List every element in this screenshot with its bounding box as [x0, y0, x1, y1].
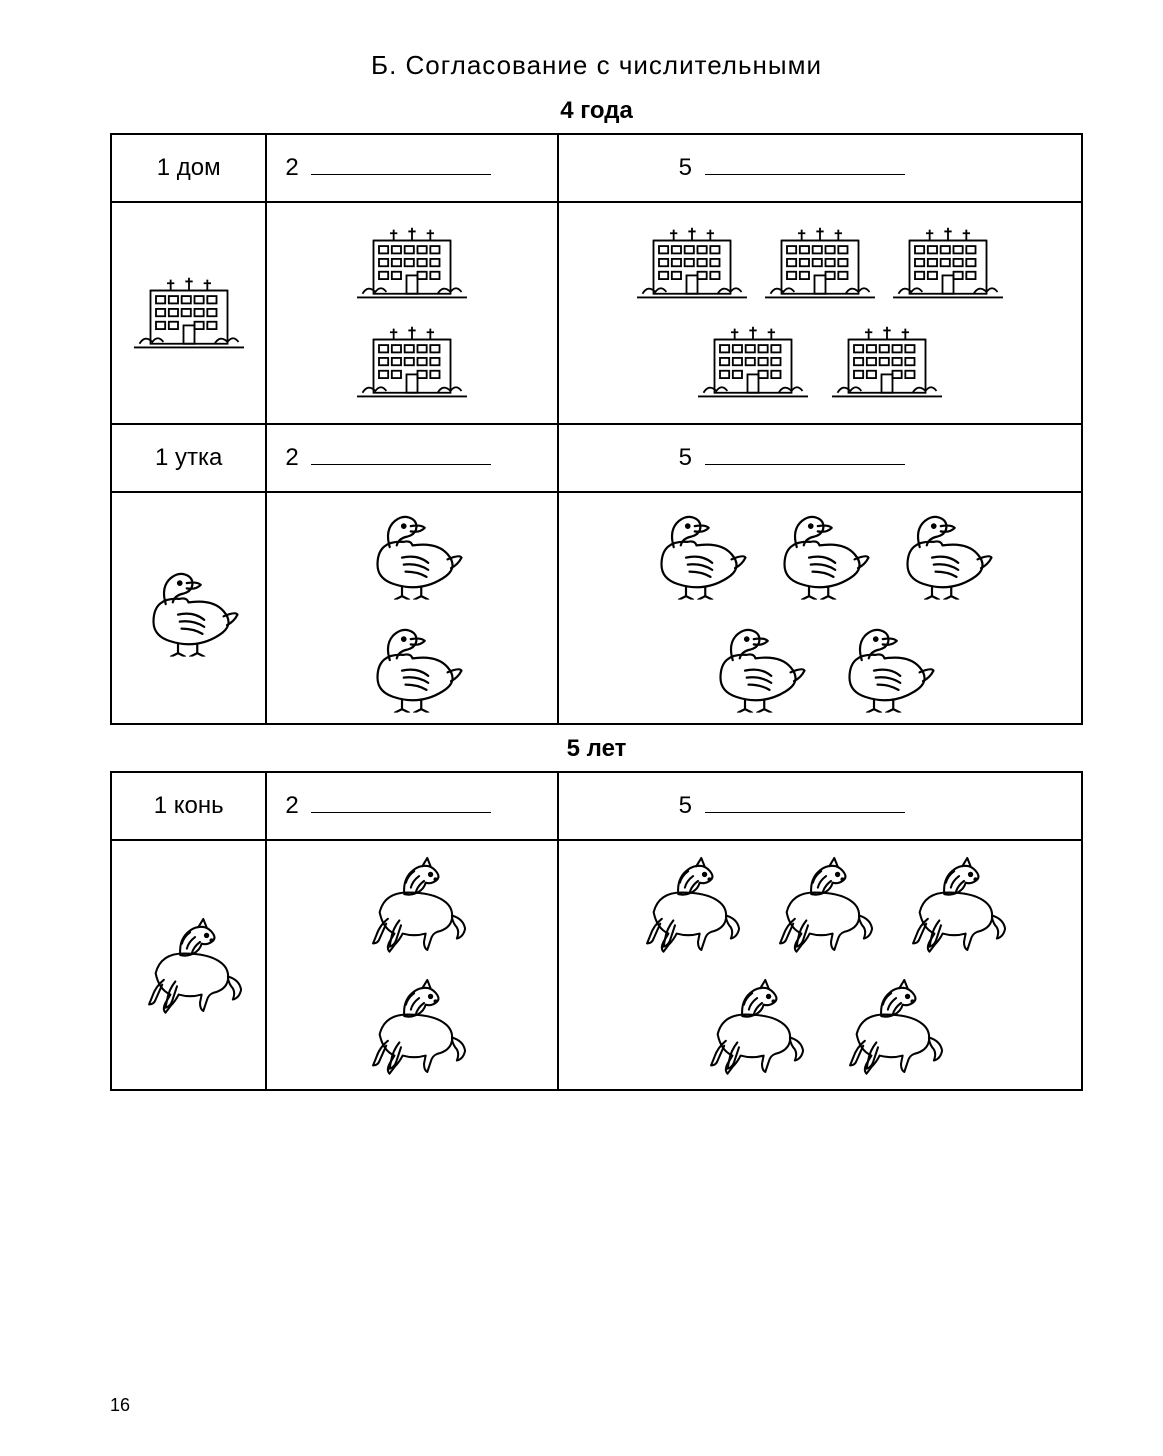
cell-five [558, 840, 1082, 1090]
answer-blank[interactable] [705, 174, 905, 175]
horse-icon [131, 912, 246, 1018]
answer-blank[interactable] [705, 812, 905, 813]
label-row: 1 конь2 5 [111, 772, 1082, 840]
house-icon [357, 222, 467, 305]
picture-row [111, 202, 1082, 424]
house-icon [134, 272, 244, 355]
picture-group [118, 560, 259, 657]
horse-icon [355, 973, 470, 1079]
horse-icon [762, 851, 877, 957]
duck-icon [136, 560, 241, 657]
label-one: 1 конь [111, 772, 266, 840]
answer-blank[interactable] [311, 812, 491, 813]
age-label: 4 года [110, 97, 1083, 125]
answer-blank[interactable] [311, 464, 491, 465]
house-icon [357, 321, 467, 404]
house-icon [893, 222, 1003, 305]
duck-icon [767, 503, 872, 600]
label-two: 2 [266, 424, 557, 492]
answer-blank[interactable] [705, 464, 905, 465]
label-row: 1 утка2 5 [111, 424, 1082, 492]
picture-group [118, 272, 259, 355]
picture-group [118, 912, 259, 1018]
label-one: 1 утка [111, 424, 266, 492]
picture-group [273, 851, 550, 1079]
section-title: Б. Согласование с числительными [110, 50, 1083, 81]
duck-icon [832, 616, 937, 713]
duck-icon [644, 503, 749, 600]
house-icon [765, 222, 875, 305]
picture-row [111, 492, 1082, 724]
label-row: 1 дом2 5 [111, 134, 1082, 202]
house-icon [637, 222, 747, 305]
label-two: 2 [266, 134, 557, 202]
answer-blank[interactable] [311, 174, 491, 175]
exercise-table: 1 дом2 5 1 утка2 5 [110, 133, 1083, 725]
house-icon [698, 321, 808, 404]
label-five: 5 [558, 134, 1082, 202]
duck-icon [890, 503, 995, 600]
cell-one [111, 202, 266, 424]
exercise-table: 1 конь2 5 [110, 771, 1083, 1091]
label-two: 2 [266, 772, 557, 840]
house-icon [832, 321, 942, 404]
label-five: 5 [558, 424, 1082, 492]
horse-icon [693, 973, 808, 1079]
cell-one [111, 492, 266, 724]
picture-group [273, 222, 550, 404]
worksheet-page: Б. Согласование с числительными 4 года 1 … [0, 0, 1163, 1456]
duck-icon [703, 616, 808, 713]
duck-icon [360, 616, 465, 713]
label-five: 5 [558, 772, 1082, 840]
age-label: 5 лет [110, 735, 1083, 763]
picture-group [273, 503, 550, 713]
picture-group [565, 503, 1075, 713]
exercise-blocks: 4 года1 дом2 5 1 утка2 5 5 лет1 конь2 5 [110, 97, 1083, 1091]
cell-five [558, 492, 1082, 724]
duck-icon [360, 503, 465, 600]
picture-group [565, 851, 1075, 1079]
cell-two [266, 840, 557, 1090]
cell-two [266, 202, 557, 424]
horse-icon [832, 973, 947, 1079]
page-number: 16 [110, 1395, 130, 1416]
picture-row [111, 840, 1082, 1090]
cell-five [558, 202, 1082, 424]
horse-icon [895, 851, 1010, 957]
label-one: 1 дом [111, 134, 266, 202]
horse-icon [629, 851, 744, 957]
cell-one [111, 840, 266, 1090]
cell-two [266, 492, 557, 724]
picture-group [565, 222, 1075, 404]
horse-icon [355, 851, 470, 957]
